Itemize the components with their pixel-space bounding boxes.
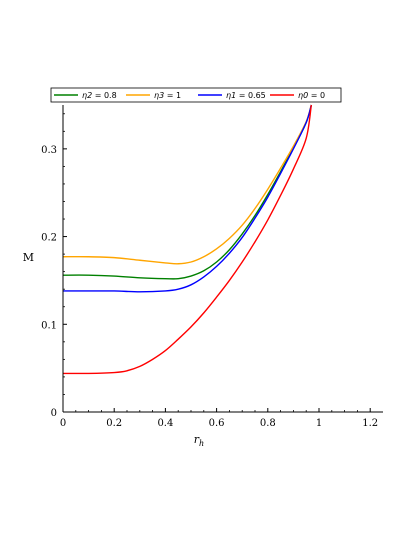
x-tick-label: 0.8 <box>260 418 276 429</box>
legend-entry-greek: η1 <box>226 91 236 100</box>
legend-entry: η3 = 1 <box>154 91 181 100</box>
x-tick-label: 0.2 <box>106 418 122 429</box>
y-tick-label: 0.1 <box>41 320 57 331</box>
legend-entry: η0 = 0 <box>298 91 325 100</box>
legend-entry: η1 = 0.65 <box>226 91 266 100</box>
legend-entry-value: = 1 <box>164 91 181 100</box>
legend-entry-greek: η2 <box>82 91 92 100</box>
legend-entry-greek: η0 <box>298 91 308 100</box>
legend: η2 = 0.8 η3 = 1 η1 = 0.65 η0 = 0 <box>50 87 342 103</box>
series-line-3 <box>62 104 312 265</box>
legend-box <box>50 87 342 103</box>
legend-entry-value: = 0 <box>308 91 325 100</box>
x-tick-label: 0.4 <box>157 418 173 429</box>
legend-entry-greek: η3 <box>154 91 164 100</box>
y-tick-label: 0 <box>51 408 57 419</box>
y-tick-label: 0.3 <box>41 145 57 156</box>
x-tick-label: 0.6 <box>209 418 225 429</box>
ticks-group: 0 0.2 0.4 0.6 0.8 1 1.2 0 0.1 0.2 0.3 <box>41 113 378 429</box>
y-tick-label: 0.2 <box>41 233 57 244</box>
x-axis-label-subscript: h <box>199 439 204 448</box>
series-line-0 <box>62 104 313 375</box>
curves-group <box>62 104 313 375</box>
x-tick-label: 0 <box>60 418 66 429</box>
legend-entry: η2 = 0.8 <box>82 91 117 100</box>
legend-entry-value: = 0.65 <box>236 91 266 100</box>
axes-group <box>62 105 383 413</box>
x-axis-label-main: r <box>194 433 200 446</box>
series-line-1 <box>63 104 312 293</box>
x-tick-label: 1.2 <box>362 418 378 429</box>
legend-entry-value: = 0.8 <box>92 91 117 100</box>
series-line-2 <box>62 104 312 280</box>
x-axis-label: rh <box>194 433 204 448</box>
y-axis-label: M <box>23 251 34 264</box>
x-tick-label: 1 <box>316 418 322 429</box>
